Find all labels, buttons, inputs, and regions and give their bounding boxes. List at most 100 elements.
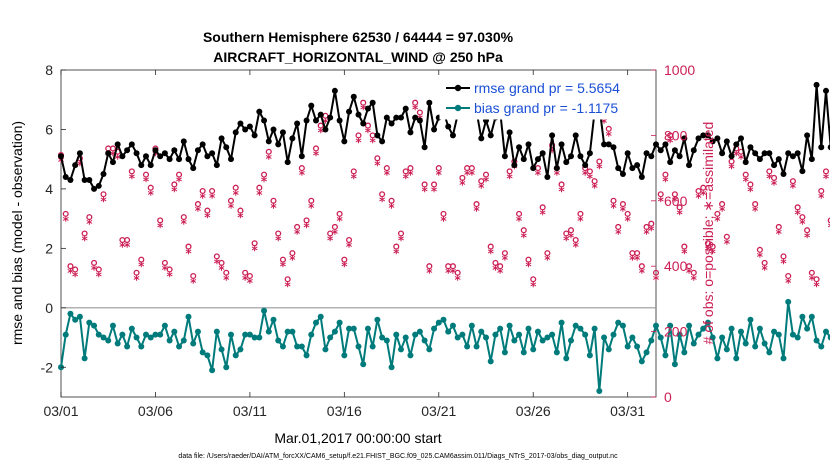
y-axis-label-left: rmse and bias (model - observation) [9,121,25,345]
obs-possible-point [232,184,239,191]
bias-point [426,346,433,353]
obs-possible-point [346,236,353,244]
rmse-point [91,185,98,192]
bias-point [81,355,88,362]
obs-possible-point [605,125,612,132]
obs-possible-point [426,263,433,270]
bias-point [76,313,83,320]
bias-point [690,340,697,347]
obs-possible-point [742,171,749,178]
obs-possible-point [468,165,475,172]
obs-possible-point [161,259,168,266]
obs-possible-point [799,214,806,221]
bias-point [549,331,556,338]
bias-point [398,346,404,353]
bias-point [530,346,537,353]
obs-possible-point [81,230,88,237]
obs-assimilated-point: * [190,276,197,290]
obs-assimilated-point: * [421,184,428,198]
obs-assimilated-point: * [351,171,358,185]
bias-point [369,343,376,350]
obs-possible-point [563,230,570,237]
rmse-point [218,135,225,142]
obs-possible-point [251,240,258,247]
obs-possible-point [473,201,480,208]
obs-possible-point [752,201,759,208]
y-left-tick-label: 8 [45,62,53,78]
obs-possible-point [544,250,551,257]
obs-assimilated-point: * [115,152,122,166]
rmse-point [152,147,159,154]
y-right-tick-label: 1000 [664,62,695,78]
bias-point [827,334,830,341]
obs-assimilated-point: * [336,214,343,228]
obs-assimilated-point: * [771,178,778,192]
bias-point [313,319,319,326]
obs-possible-point [516,210,523,217]
obs-possible-point [407,165,414,172]
obs-assimilated-point: * [72,270,79,284]
bias-point [568,337,574,344]
rmse-point [109,159,116,166]
obs-possible-point [572,236,579,244]
bias-point [95,331,102,338]
rmse-point [412,114,419,121]
rmse-point [416,117,423,124]
bias-point [738,328,744,335]
rmse-point [780,171,787,178]
bias-point [105,337,112,344]
rmse-point [511,162,518,169]
rmse-point [572,132,579,139]
obs-assimilated-point: * [587,171,594,185]
bias-point [284,328,291,335]
bias-point [91,322,98,329]
rmse-point [242,126,249,133]
legend-box [439,76,655,120]
obs-assimilated-point: * [681,247,688,261]
bias-point [199,349,206,356]
obs-possible-point [223,269,230,276]
bias-point [364,325,371,332]
obs-possible-point [723,233,730,240]
bias-point [468,322,475,329]
rmse-point [322,126,329,133]
obs-assimilated-point: * [223,273,230,287]
obs-assimilated-point: * [322,116,329,130]
obs-assimilated-point: * [407,168,414,182]
obs-assimilated-point: * [672,194,679,208]
obs-possible-point [204,207,211,214]
bias-point [771,328,778,335]
bias-point [138,343,145,350]
obs-assimilated-point: * [497,266,504,280]
rmse-point [449,132,456,139]
obs-assimilated-point: * [119,240,126,254]
rmse-point [72,162,79,169]
bias-point [100,334,107,341]
rmse-point [157,153,164,160]
obs-assimilated-point: * [544,253,551,267]
legend-bias-marker [454,104,462,112]
obs-possible-point [421,181,428,188]
obs-assimilated-point: * [558,184,565,198]
obs-assimilated-point: * [346,240,353,254]
obs-assimilated-point: * [204,211,211,225]
obs-assimilated-point: * [506,171,513,185]
rmse-point [761,150,768,157]
obs-possible-point [695,187,702,195]
obs-possible-point [766,168,773,175]
rmse-point [147,162,154,169]
obs-possible-point [794,204,801,211]
obs-assimilated-point: * [166,270,173,284]
rmse-point [487,132,494,139]
obs-assimilated-point: * [299,168,306,182]
obs-assimilated-point: * [719,204,726,218]
rmse-point [346,108,353,115]
obs-possible-point [379,191,386,198]
obs-possible-point [86,214,93,221]
bias-point [591,325,598,332]
bias-point [638,358,645,365]
obs-possible-point [355,132,362,139]
obs-assimilated-point: * [218,263,225,277]
obs-assimilated-point: * [516,214,523,228]
rmse-point [605,141,612,148]
